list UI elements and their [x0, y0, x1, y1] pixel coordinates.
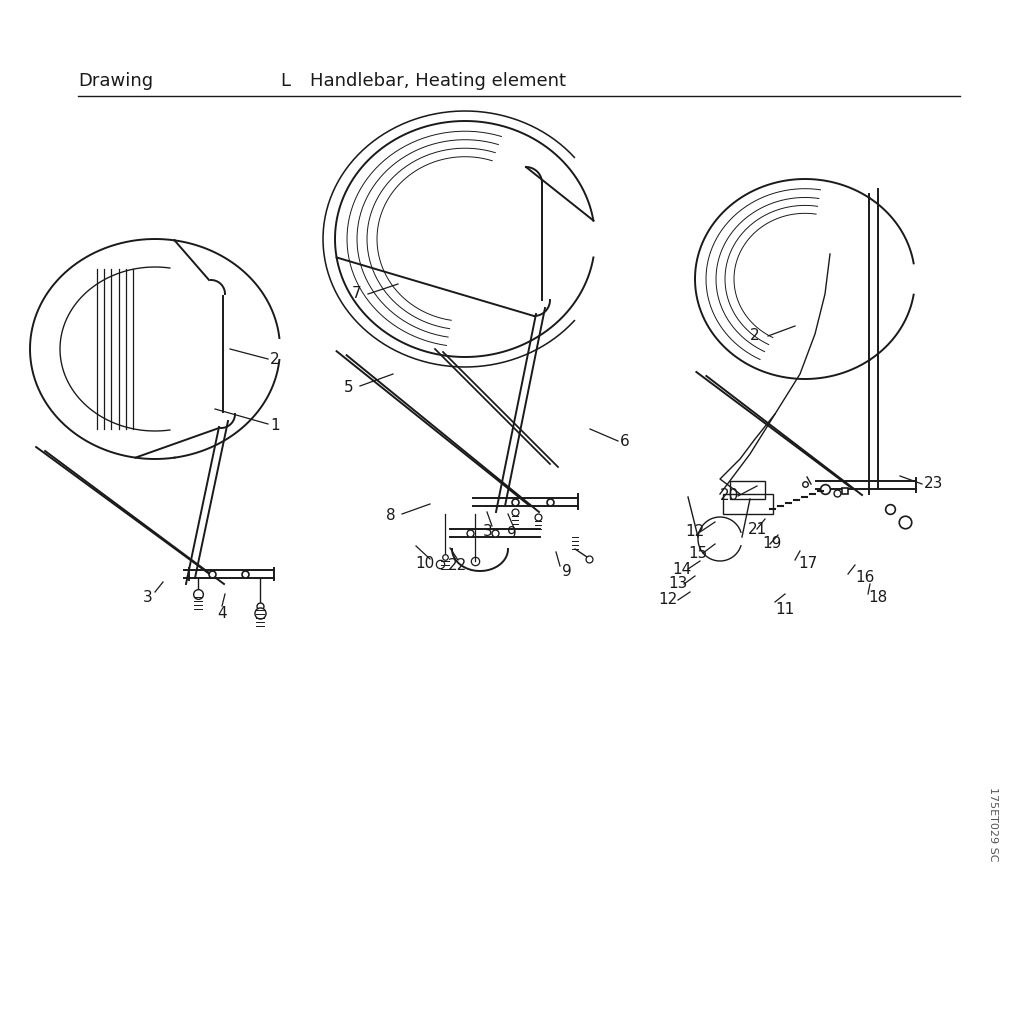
Text: 2: 2 [750, 329, 760, 343]
Bar [723, 494, 773, 514]
Text: 9: 9 [507, 526, 517, 542]
Text: 9: 9 [562, 564, 571, 580]
Text: L: L [280, 72, 290, 90]
Text: 3: 3 [483, 524, 493, 540]
Text: 20: 20 [720, 488, 739, 504]
Text: 10: 10 [415, 556, 434, 571]
Text: 19: 19 [762, 537, 781, 552]
Text: 18: 18 [868, 591, 887, 605]
Text: 2: 2 [270, 351, 280, 367]
Text: 23: 23 [924, 476, 943, 492]
Text: 8: 8 [386, 508, 395, 522]
Text: 16: 16 [855, 570, 874, 586]
Text: 175ET029 SC: 175ET029 SC [988, 786, 998, 861]
Text: 22: 22 [449, 558, 467, 573]
Text: 1: 1 [270, 418, 280, 432]
Text: Drawing: Drawing [78, 72, 154, 90]
Text: 21: 21 [748, 521, 767, 537]
Text: 13: 13 [668, 577, 687, 592]
Text: 12: 12 [658, 593, 677, 607]
Text: 14: 14 [672, 561, 691, 577]
Text: 7: 7 [352, 287, 361, 301]
Text: 17: 17 [798, 556, 817, 571]
Text: 6: 6 [620, 434, 630, 450]
Text: Handlebar, Heating element: Handlebar, Heating element [310, 72, 566, 90]
Bar [730, 481, 765, 499]
Text: 5: 5 [344, 380, 353, 394]
Text: 4: 4 [217, 606, 226, 622]
Text: 3: 3 [143, 590, 153, 604]
Text: 11: 11 [775, 601, 795, 616]
Text: 15: 15 [688, 546, 708, 560]
Text: 12: 12 [685, 524, 705, 540]
